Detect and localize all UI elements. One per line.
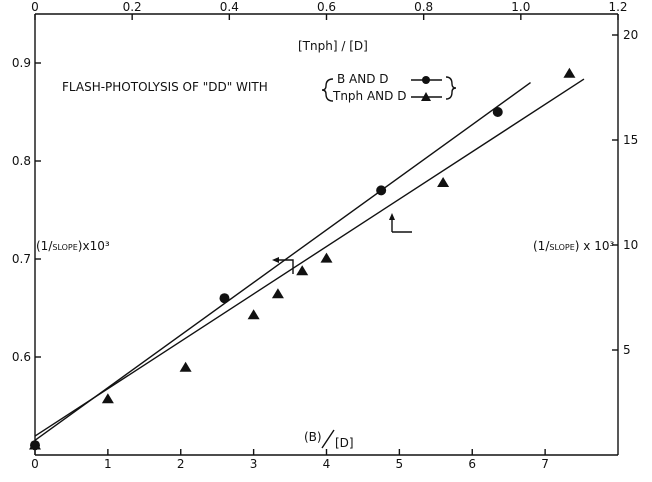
- right-axis-reference-arrow: [389, 213, 412, 233]
- top-tick-label-3: 0.6: [317, 0, 336, 14]
- fit-line-circle: [34, 82, 531, 441]
- bottom-axis-label: (B) [D]: [304, 429, 354, 450]
- top-tick-label-0: 0: [31, 0, 39, 14]
- left-tick-label-3: 0.9: [12, 56, 31, 70]
- bottom-tick-label-1: 1: [104, 457, 112, 471]
- point-triangle-1: [101, 393, 114, 404]
- legend-marker-circle: [422, 76, 430, 84]
- fit-line-triangle: [34, 78, 585, 437]
- right-axis-ticks: 5 10 15 20: [612, 28, 638, 357]
- point-triangle-4: [271, 288, 284, 299]
- point-triangle-8: [563, 67, 576, 78]
- legend-left-brace: [321, 78, 334, 102]
- point-circle-2: [376, 185, 387, 196]
- right-axis-label-small: SLOPE: [549, 243, 574, 252]
- bottom-tick-label-0: 0: [31, 457, 39, 471]
- point-triangle-2: [179, 361, 192, 372]
- right-axis-label-post: ) x 10³: [575, 239, 615, 253]
- legend-marker-triangle: [421, 92, 431, 101]
- bottom-tick-label-7: 7: [541, 457, 549, 471]
- left-axis-ticks: 0.6 0.7 0.8 0.9: [12, 56, 41, 364]
- point-triangle-3: [247, 309, 260, 320]
- top-tick-label-6: 1.2: [608, 0, 627, 14]
- svg-text:(1/SLOPE) x 10³: (1/SLOPE) x 10³: [533, 239, 614, 253]
- top-axis-label: [Tnph] / [D]: [298, 39, 368, 53]
- point-triangle-7: [437, 177, 450, 187]
- left-tick-label-0: 0.6: [12, 350, 31, 364]
- right-tick-label-3: 20: [623, 28, 638, 42]
- right-tick-label-0: 5: [623, 343, 631, 357]
- bottom-axis-label-slash: [321, 429, 335, 449]
- bottom-axis-ticks: 0 1 2 3 4 5 6 7: [31, 449, 549, 471]
- right-axis-label: (1/SLOPE) x 10³: [533, 239, 614, 253]
- left-axis-label-post: )x10³: [78, 239, 110, 253]
- svg-text:(1/SLOPE)x10³: (1/SLOPE)x10³: [36, 239, 110, 253]
- legend-right-brace: [445, 76, 457, 100]
- fit-lines: [34, 78, 585, 441]
- point-circle-1: [219, 293, 230, 304]
- bottom-axis-label-denominator: [D]: [335, 436, 354, 450]
- bottom-tick-label-5: 5: [396, 457, 404, 471]
- point-triangle-5: [296, 265, 309, 276]
- right-tick-label-1: 10: [623, 238, 638, 252]
- top-tick-label-2: 0.4: [220, 0, 239, 14]
- legend-label-b-and-d: B AND D: [337, 72, 389, 86]
- bottom-tick-label-6: 6: [468, 457, 476, 471]
- left-tick-label-2: 0.8: [12, 154, 31, 168]
- point-triangle-0: [29, 439, 41, 450]
- top-tick-label-4: 0.8: [414, 0, 433, 14]
- bottom-tick-label-3: 3: [250, 457, 258, 471]
- bottom-axis-label-numerator: (B): [304, 430, 322, 444]
- right-tick-label-2: 15: [623, 133, 638, 147]
- legend: FLASH-PHOTOLYSIS OF "DD" WITH B AND D Tn…: [62, 72, 457, 103]
- left-axis-label-pre: (1/: [36, 239, 53, 253]
- left-tick-label-1: 0.7: [12, 252, 31, 266]
- top-tick-label-1: 0.2: [123, 0, 142, 14]
- right-axis-label-pre: (1/: [533, 239, 550, 253]
- left-axis-label-small: SLOPE: [52, 243, 77, 252]
- left-axis-reference-arrow: [272, 257, 294, 274]
- point-circle-3: [492, 107, 503, 117]
- top-axis-ticks: 0 0.2 0.4 0.6 0.8 1.0 1.2: [31, 0, 628, 20]
- legend-label-tnph-and-d: Tnph AND D: [332, 89, 406, 103]
- point-triangle-6: [320, 252, 333, 263]
- bottom-tick-label-2: 2: [177, 457, 185, 471]
- left-axis-label: (1/SLOPE)x10³: [36, 239, 110, 253]
- bottom-tick-label-4: 4: [323, 457, 331, 471]
- top-tick-label-5: 1.0: [511, 0, 530, 14]
- chart-title: FLASH-PHOTOLYSIS OF "DD" WITH: [62, 80, 268, 94]
- data-points: [29, 67, 576, 451]
